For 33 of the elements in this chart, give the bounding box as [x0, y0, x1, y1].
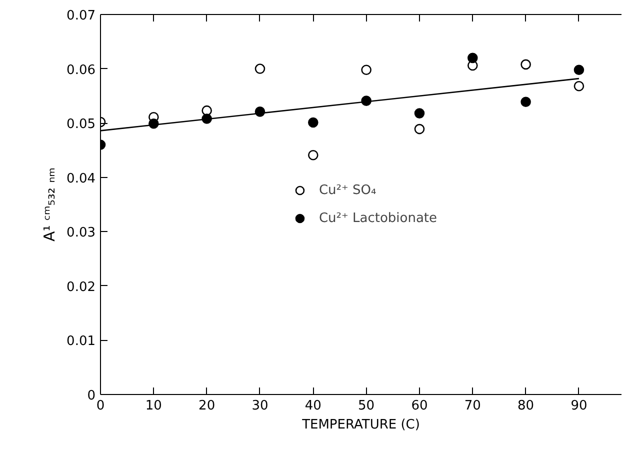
y-tick-label: 0	[87, 388, 96, 404]
x-tick-label: 40	[304, 398, 322, 414]
y-tick-label: 0.06	[66, 62, 96, 78]
point	[520, 96, 531, 108]
y-tick-label: 0.04	[66, 171, 96, 186]
y-tick-label: 0.05	[66, 117, 96, 132]
point	[574, 81, 584, 92]
x-axis-title: TEMPERATURE (C)	[301, 418, 420, 432]
y-tick-label: 0.07	[66, 8, 96, 24]
point	[254, 64, 266, 74]
y-tick-label: 0.01	[66, 334, 96, 350]
x-tick-label: 20	[198, 398, 216, 414]
point	[202, 105, 212, 116]
y-axis-title: A¹ ᶜᵐ₅₃₂ ₙₘ	[40, 167, 59, 242]
x-tick-label: 80	[518, 398, 534, 414]
y-tick-label: 0.03	[66, 226, 96, 241]
legend-label: Cu²⁺ Lactobionate	[318, 210, 438, 226]
x-tick-label: 10	[145, 398, 162, 414]
x-tick-label: 30	[252, 398, 268, 414]
point	[308, 117, 318, 128]
y-tick-label: 0.02	[66, 280, 96, 295]
legend-label: Cu²⁺ SO₄	[318, 182, 376, 198]
point	[361, 64, 372, 76]
point	[414, 124, 425, 134]
point	[574, 64, 584, 76]
point	[414, 108, 425, 118]
point	[308, 150, 318, 160]
x-tick-label: 50	[358, 398, 375, 414]
x-tick-label: 70	[464, 398, 481, 414]
point	[467, 52, 478, 64]
x-tick-label: 90	[570, 398, 588, 414]
point	[520, 59, 531, 70]
x-tick-label: 60	[411, 398, 428, 414]
